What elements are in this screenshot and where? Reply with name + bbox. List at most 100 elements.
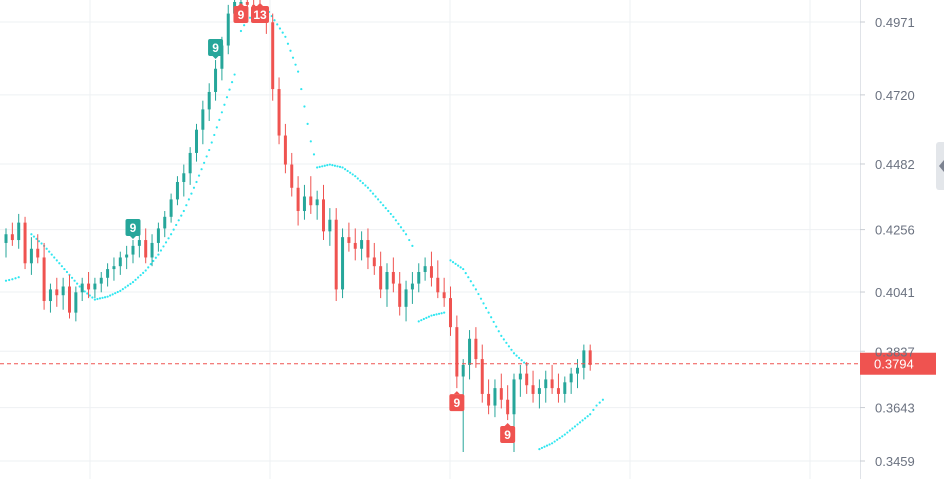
sar-dot-182 bbox=[500, 334, 503, 337]
candle-68 bbox=[436, 260, 440, 299]
sar-dot-146 bbox=[399, 226, 403, 229]
candle-body-88 bbox=[563, 382, 567, 394]
sar-dot-165 bbox=[457, 264, 460, 267]
sar-dot-208 bbox=[576, 423, 579, 426]
sar-dot-105 bbox=[291, 56, 295, 59]
candle-body-23 bbox=[150, 242, 154, 258]
td-marker-label-5: 9 bbox=[454, 396, 461, 410]
sar-dot-89 bbox=[248, 16, 252, 19]
candle-body-24 bbox=[156, 228, 160, 243]
candle-body-71 bbox=[455, 327, 459, 377]
sar-dot-119 bbox=[331, 164, 334, 167]
candle-body-0 bbox=[4, 234, 8, 243]
candle-14 bbox=[93, 277, 97, 299]
candle-body-75 bbox=[480, 359, 484, 394]
sar-dot-116 bbox=[323, 164, 326, 167]
candle-53 bbox=[341, 228, 345, 299]
candle-87 bbox=[556, 373, 560, 403]
candle-body-70 bbox=[449, 298, 452, 328]
candle-body-91 bbox=[582, 350, 586, 368]
sar-dot-83 bbox=[228, 88, 231, 91]
candle-body-50 bbox=[322, 199, 325, 232]
sar-dot-71 bbox=[197, 174, 201, 177]
sar-dot-52 bbox=[149, 263, 152, 266]
sar-dot-21 bbox=[70, 276, 74, 279]
candle-65 bbox=[417, 263, 421, 293]
candle-0 bbox=[4, 228, 8, 258]
candle-body-47 bbox=[302, 196, 306, 212]
td-marker-6: 9 bbox=[500, 423, 516, 444]
sar-dot-209 bbox=[578, 421, 582, 424]
candle-body-76 bbox=[487, 393, 491, 406]
sar-dot-139 bbox=[382, 204, 385, 207]
sar-dot-55 bbox=[157, 253, 160, 256]
td-marker-label-0: 9 bbox=[130, 221, 137, 235]
candle-body-82 bbox=[525, 373, 529, 386]
sar-dot-77 bbox=[213, 133, 216, 137]
sar-dot-22 bbox=[73, 279, 76, 282]
candle-88 bbox=[563, 376, 567, 403]
sar-dot-27 bbox=[86, 292, 89, 295]
candle-89 bbox=[569, 367, 573, 394]
sar-dot-177 bbox=[487, 311, 490, 314]
candle-body-5 bbox=[36, 248, 40, 258]
sar-dot-202 bbox=[561, 435, 564, 438]
candle-body-49 bbox=[315, 199, 319, 206]
sar-dot-69 bbox=[192, 186, 196, 189]
td-marker-pointer-1 bbox=[212, 56, 219, 60]
candle-56 bbox=[360, 231, 364, 261]
y-tick-label-3: 0.4256 bbox=[875, 223, 915, 238]
candle-body-22 bbox=[144, 240, 148, 258]
candle-body-89 bbox=[569, 373, 573, 383]
sar-dot-72 bbox=[200, 168, 203, 171]
candle-78 bbox=[499, 373, 503, 409]
candle-body-4 bbox=[29, 248, 33, 264]
candle-50 bbox=[322, 184, 325, 241]
candle-82 bbox=[525, 361, 529, 394]
sar-dot-158 bbox=[435, 313, 438, 316]
sar-dot-200 bbox=[556, 438, 559, 441]
candle-body-44 bbox=[283, 135, 287, 165]
candle-body-56 bbox=[360, 240, 364, 249]
sar-dot-190 bbox=[520, 359, 523, 362]
sar-dot-179 bbox=[492, 320, 495, 324]
sar-dot-199 bbox=[553, 440, 556, 443]
sar-dot-166 bbox=[459, 266, 462, 269]
sar-dot-162 bbox=[449, 259, 452, 262]
candle-body-25 bbox=[163, 216, 167, 229]
sar-dot-129 bbox=[356, 177, 359, 180]
td-marker-pointer-6 bbox=[504, 423, 511, 427]
candle-85 bbox=[544, 370, 548, 403]
sar-dot-118 bbox=[328, 163, 331, 166]
candle-57 bbox=[366, 228, 370, 270]
sar-dot-157 bbox=[432, 313, 436, 317]
sar-dot-104 bbox=[289, 49, 292, 52]
candle-61 bbox=[391, 257, 395, 293]
candle-body-45 bbox=[290, 164, 294, 188]
candle-body-14 bbox=[93, 283, 97, 290]
candle-body-77 bbox=[493, 388, 497, 406]
candle-body-52 bbox=[334, 219, 338, 290]
sar-dot-86 bbox=[239, 29, 243, 33]
candle-24 bbox=[156, 222, 160, 252]
candle-body-33 bbox=[214, 68, 218, 92]
sar-dot-141 bbox=[387, 209, 390, 213]
candle-84 bbox=[537, 379, 541, 409]
sar-dot-57 bbox=[162, 245, 165, 248]
chevron-left-icon bbox=[939, 160, 944, 172]
current-price-badge bbox=[860, 352, 936, 375]
candle-44 bbox=[283, 123, 287, 174]
sar-dot-85 bbox=[233, 73, 236, 76]
sar-dot-217 bbox=[601, 398, 605, 401]
scroll-handle[interactable] bbox=[936, 142, 944, 190]
y-tick-label-1: 0.4720 bbox=[875, 88, 915, 103]
td-marker-box-0 bbox=[125, 219, 141, 237]
candle-52 bbox=[334, 208, 338, 302]
candle-body-7 bbox=[48, 289, 52, 302]
sar-dot-34 bbox=[103, 296, 107, 299]
sar-dot-7 bbox=[35, 237, 38, 240]
candle-body-84 bbox=[537, 388, 541, 394]
sar-dot-112 bbox=[312, 153, 316, 156]
sar-dot-33 bbox=[101, 296, 104, 299]
candle-body-27 bbox=[175, 181, 179, 200]
